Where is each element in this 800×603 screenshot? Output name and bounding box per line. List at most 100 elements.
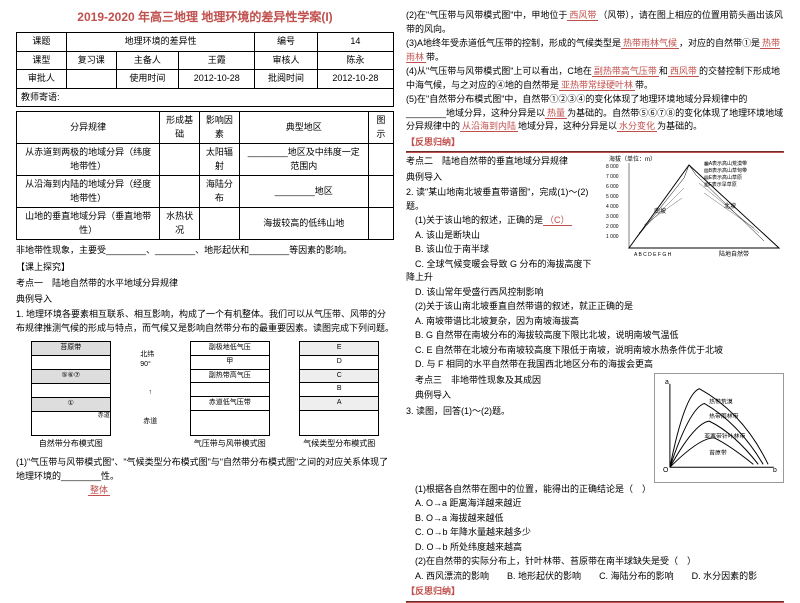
cell: 课型 (17, 51, 67, 70)
band: ⑤⑥⑦ (32, 370, 110, 384)
svg-text:热带雨林带: 热带雨林带 (709, 412, 739, 420)
cell: 海拔较高的低纬山地 (239, 208, 368, 240)
question-stem: 1. 地理环境各要素相互联系、相互影响，构成了一个有机整体。我们可以从气压带、风… (16, 308, 394, 335)
svg-text:6 000: 6 000 (606, 184, 619, 190)
svg-text:亚寒带针叶林带: 亚寒带针叶林带 (704, 431, 745, 439)
reflection-header-2: 【反思归纳】 (406, 585, 784, 599)
svg-text:8 000: 8 000 (606, 164, 619, 170)
band: E (300, 342, 378, 356)
cell: 太阳辐射 (199, 144, 239, 176)
example-label: 典例导入 (16, 293, 394, 307)
band: ① (32, 398, 110, 412)
th: 典型地区 (239, 112, 368, 144)
cell (368, 144, 393, 176)
cell: 2012-10-28 (317, 70, 393, 89)
cell: 审批人 (17, 70, 67, 89)
svg-text:▥F表示旱草原: ▥F表示旱草原 (704, 181, 737, 188)
svg-text:北坡: 北坡 (724, 202, 736, 210)
cell: 使用时间 (116, 70, 178, 89)
cell: 14 (317, 33, 393, 52)
opt: D. 该山常年受盛行西风控制影响 (406, 286, 784, 300)
svg-text:a: a (665, 378, 669, 385)
opt-row: A. 西风漂流的影响 B. 地形起伏的影响 C. 海陆分布的影响 D. 水分因素… (406, 570, 784, 584)
cell: 复习课 (66, 51, 116, 70)
climate-diagram: E D C B A (299, 341, 379, 436)
rules-table: 分异规律形成基础影响因素典型地区图示 从赤道到两极的地域分异（纬度地带性）太阳辐… (16, 111, 394, 240)
natural-band-diagram: 苔原带 ⑤⑥⑦ ① 赤道 (31, 341, 111, 436)
cell: 王霞 (179, 51, 255, 70)
band (32, 356, 110, 370)
question-2: (2)在"气压带与风带模式图"中，甲地位于西风带（风带），请在图上相应的位置用箭… (406, 9, 784, 36)
cell: 教师寄语: (17, 88, 394, 107)
cell: 批阅时间 (255, 70, 317, 89)
diagram-label: 气候类型分布模式图 (299, 438, 379, 450)
band: C (300, 370, 378, 384)
cell (160, 176, 200, 208)
cell (368, 208, 393, 240)
cell: 水热状况 (160, 208, 200, 240)
opt: C. O→b 年降水量越来越多少 (406, 526, 784, 540)
cell: 2012-10-28 (179, 70, 255, 89)
opt: B. G 自然带在南坡分布的海拔较高度下限比北坡，说明南坡气温低 (406, 329, 784, 343)
svg-text:4 000: 4 000 (606, 204, 619, 210)
question-5: (5)在"自然带分布模式图"中，自然带①②③④的变化体现了地理环境地域分异规律中… (406, 93, 784, 134)
opt: B. O→a 海拔越来越低 (406, 512, 784, 526)
ylabel: 海拔（单位：m） (609, 155, 656, 163)
band: A (300, 397, 378, 411)
svg-text:2 000: 2 000 (606, 224, 619, 230)
cell (66, 70, 116, 89)
opt: D. O→b 所处纬度越来越高 (406, 541, 784, 555)
opt: C. E 自然带在北坡分布南坡较高度下限低于南坡，说明南坡水热条件优于北坡 (406, 344, 784, 358)
reflection-header: 【反思归纳】 (406, 136, 784, 150)
cell: 从赤道到两极的地域分异（纬度地带性） (17, 144, 160, 176)
svg-text:5 000: 5 000 (606, 194, 619, 200)
cell: 编号 (255, 33, 317, 52)
diagram-label: 气压带与风带模式图 (190, 438, 270, 450)
svg-text:南坡: 南坡 (654, 207, 666, 215)
svg-text:O: O (663, 467, 668, 474)
cell: 陈永 (317, 51, 393, 70)
cell: 课题 (17, 33, 67, 52)
diagram-label: 自然带分布模式图 (31, 438, 111, 450)
band: 苔原带 (32, 342, 110, 356)
opt: A. O→a 距离海洋越来越近 (406, 497, 784, 511)
header-table: 课题地理环境的差异性编号14 课型复习课主备人王霞审核人陈永 审批人使用时间20… (16, 32, 394, 107)
band: 副热带高气压 (191, 370, 269, 384)
note: 非地带性现象，主要受________、________、地形起伏和_______… (16, 244, 394, 258)
cell: 山地的垂直地域分异（垂直地带性） (17, 208, 160, 240)
mountain-chart: 海拔（单位：m） 8 0007 0006 0005 0004 0003 0002… (604, 153, 784, 263)
band (191, 383, 269, 397)
cell: 海陆分布 (199, 176, 239, 208)
answer-1: 整体 (16, 484, 394, 498)
question-4: (4)从"气压带与风带模式图"上可以看出，C地在副热带高气压带和西风带的交替控制… (406, 65, 784, 92)
band: 甲 (191, 356, 269, 370)
q6-2: (2)关于该山南北坡垂直自然带谱的叙述，就正正确的是 (406, 300, 784, 314)
cell: 从沿海到内陆的地域分异（经度地带性） (17, 176, 160, 208)
band: 赤道低气压带 (191, 397, 269, 411)
svg-text:热带荒漠: 热带荒漠 (709, 397, 733, 405)
cell: 主备人 (116, 51, 178, 70)
band: D (300, 356, 378, 370)
svg-text:3 000: 3 000 (606, 214, 619, 220)
svg-text:A B C D E F G H: A B C D E F G H (634, 252, 672, 258)
svg-text:▨B表示高山草甸带: ▨B表示高山草甸带 (704, 167, 747, 174)
arrow-area: 北纬90°↑赤道 (140, 341, 160, 436)
th: 分异规律 (17, 112, 160, 144)
th: 图示 (368, 112, 393, 144)
opt: D. 与 F 相同的水平自然带在我国西北地区分布的海拔会更高 (406, 358, 784, 372)
pressure-band-diagram: 副极地低气压 甲 副热带高气压 赤道低气压带 (190, 341, 270, 436)
question-3: (3)A地终年受赤道低气压带的控制，形成的气候类型是热带雨林气候，对应的自然带①… (406, 37, 784, 64)
question-1: (1)"气压带与风带模式图"、"气候类型分布模式图"与"自然带分布模式图"之间的… (16, 456, 394, 483)
svg-text:陆地自然带: 陆地自然带 (719, 250, 749, 258)
cell (199, 208, 239, 240)
opt: A. 南坡带谱比北坡复杂，因为南坡海拔高 (406, 315, 784, 329)
section-header: 【课上探究】 (16, 261, 394, 275)
topic: 考点一 陆地自然带的水平地域分异规律 (16, 277, 394, 291)
band (32, 384, 110, 398)
cell (368, 176, 393, 208)
cell (160, 144, 200, 176)
th: 影响因素 (199, 112, 239, 144)
band: 副极地低气压 (191, 342, 269, 356)
model-diagrams: 苔原带 ⑤⑥⑦ ① 赤道 自然带分布模式图 北纬90°↑赤道 副极地低气压 甲 … (16, 341, 394, 450)
svg-text:▤E表示高山草原: ▤E表示高山草原 (704, 174, 742, 181)
